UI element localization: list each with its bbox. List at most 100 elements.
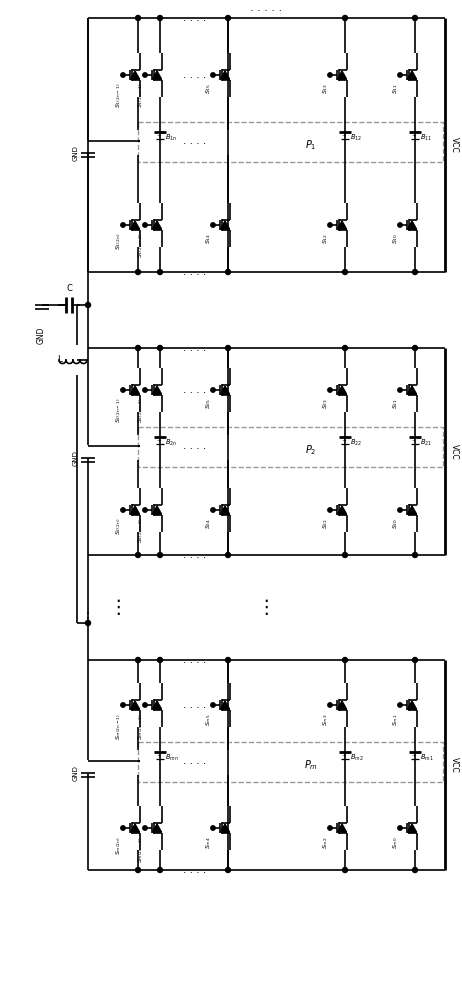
Text: $S_{1(2n-1)}$: $S_{1(2n-1)}$: [115, 83, 123, 108]
Text: $S_{14}$: $S_{14}$: [205, 233, 213, 244]
Text: $S_{13}$: $S_{13}$: [322, 83, 330, 94]
Circle shape: [121, 508, 125, 512]
Text: GND: GND: [73, 145, 79, 161]
Polygon shape: [407, 386, 417, 394]
Text: +: +: [157, 753, 161, 758]
Circle shape: [225, 552, 231, 558]
Polygon shape: [220, 701, 230, 709]
Circle shape: [225, 867, 231, 872]
Text: $S_{m(2n)}$: $S_{m(2n)}$: [115, 836, 123, 855]
Circle shape: [328, 73, 332, 77]
Circle shape: [143, 508, 147, 512]
Circle shape: [121, 703, 125, 707]
Text: GND: GND: [73, 765, 79, 781]
Text: $S_{m(2n-1)}$: $S_{m(2n-1)}$: [115, 713, 123, 740]
Circle shape: [158, 15, 163, 20]
Text: . . . .: . . . .: [183, 136, 207, 146]
Text: L: L: [57, 356, 62, 364]
Text: $S_{2(2n-2)}$: $S_{2(2n-2)}$: [137, 518, 145, 543]
Text: +: +: [157, 438, 161, 443]
Polygon shape: [338, 221, 346, 229]
Text: $S_{15}$: $S_{15}$: [205, 83, 213, 94]
Text: . . . .: . . . .: [183, 700, 207, 710]
Text: $S_{m2}$: $S_{m2}$: [322, 836, 330, 849]
Circle shape: [328, 508, 332, 512]
Polygon shape: [338, 824, 346, 832]
Polygon shape: [220, 221, 230, 229]
Polygon shape: [407, 506, 417, 514]
Circle shape: [398, 73, 402, 77]
Polygon shape: [338, 506, 346, 514]
Circle shape: [225, 658, 231, 662]
Circle shape: [328, 388, 332, 392]
Text: VCC: VCC: [450, 757, 459, 773]
Circle shape: [121, 826, 125, 830]
Polygon shape: [130, 386, 140, 394]
Text: $S_{20}$: $S_{20}$: [392, 518, 401, 529]
Polygon shape: [407, 221, 417, 229]
Circle shape: [328, 223, 332, 227]
Text: $S_{1(2n)}$: $S_{1(2n)}$: [115, 233, 123, 250]
Polygon shape: [152, 506, 162, 514]
Text: +: +: [341, 438, 346, 443]
Text: C: C: [66, 284, 72, 293]
Circle shape: [342, 269, 347, 274]
Circle shape: [158, 658, 163, 662]
Circle shape: [143, 703, 147, 707]
Circle shape: [143, 223, 147, 227]
Polygon shape: [220, 824, 230, 832]
Circle shape: [342, 15, 347, 20]
Polygon shape: [152, 701, 162, 709]
Text: . . . .: . . . .: [183, 385, 207, 395]
Circle shape: [143, 388, 147, 392]
Text: $B_{22}$: $B_{22}$: [350, 438, 362, 448]
Circle shape: [211, 703, 215, 707]
Text: $S_{2(2n)}$: $S_{2(2n)}$: [115, 518, 123, 535]
Polygon shape: [338, 386, 346, 394]
Text: $S_{2(2n-1)}$: $S_{2(2n-1)}$: [115, 398, 123, 423]
Text: $S_{1(2n-1)}$: $S_{1(2n-1)}$: [137, 83, 145, 108]
Polygon shape: [338, 701, 346, 709]
Circle shape: [121, 223, 125, 227]
Circle shape: [413, 552, 418, 558]
Text: . . . .: . . . .: [183, 550, 207, 560]
Polygon shape: [220, 71, 230, 79]
Text: +: +: [412, 133, 416, 138]
Text: $S_{m(2n-1)}$: $S_{m(2n-1)}$: [137, 713, 145, 740]
Polygon shape: [130, 824, 140, 832]
Circle shape: [143, 826, 147, 830]
Circle shape: [413, 658, 418, 662]
Circle shape: [158, 867, 163, 872]
Circle shape: [135, 552, 140, 558]
Circle shape: [85, 620, 91, 626]
Text: $S_{25}$: $S_{25}$: [205, 398, 213, 409]
Circle shape: [135, 867, 140, 872]
Text: $S_{10}$: $S_{10}$: [392, 233, 401, 244]
Polygon shape: [152, 71, 162, 79]
Text: . . . .: . . . .: [183, 343, 207, 353]
Text: +: +: [412, 753, 416, 758]
Circle shape: [225, 346, 231, 351]
Text: $S_{m3}$: $S_{m3}$: [322, 713, 330, 726]
Circle shape: [135, 658, 140, 662]
Text: $B_{mn}$: $B_{mn}$: [165, 753, 179, 763]
Text: GND: GND: [36, 327, 45, 344]
Text: . . . .: . . . .: [183, 441, 207, 451]
Circle shape: [135, 346, 140, 351]
Text: $B_{11}$: $B_{11}$: [420, 133, 432, 143]
Text: . . . .: . . . .: [183, 756, 207, 766]
Text: $S_{m5}$: $S_{m5}$: [205, 713, 213, 726]
Circle shape: [398, 223, 402, 227]
Polygon shape: [338, 71, 346, 79]
Circle shape: [398, 703, 402, 707]
Circle shape: [211, 223, 215, 227]
Circle shape: [225, 269, 231, 274]
Text: . . . . .: . . . . .: [250, 3, 283, 13]
Text: $S_{21}$: $S_{21}$: [392, 398, 401, 409]
Polygon shape: [130, 506, 140, 514]
Circle shape: [85, 302, 91, 308]
Circle shape: [211, 826, 215, 830]
Text: $B_{m1}$: $B_{m1}$: [420, 753, 434, 763]
Circle shape: [398, 388, 402, 392]
Text: +: +: [412, 438, 416, 443]
